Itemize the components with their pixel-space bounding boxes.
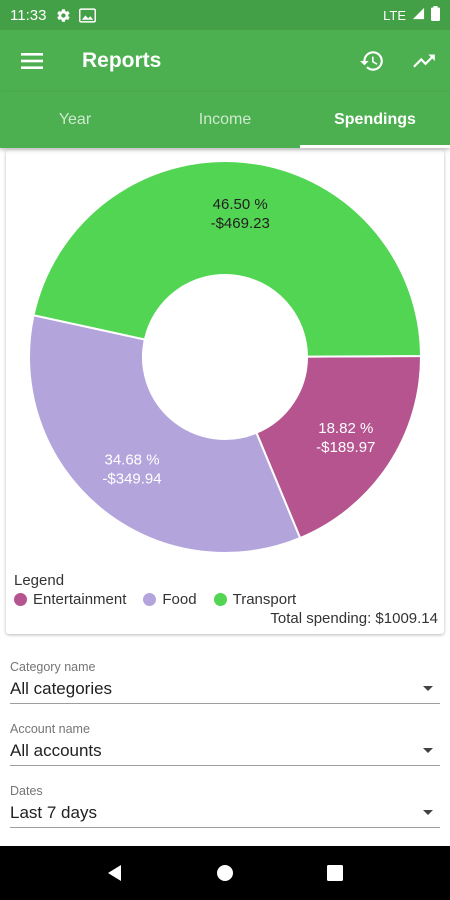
network-label: LTE — [383, 7, 406, 23]
status-time: 11:33 — [10, 6, 47, 24]
menu-button[interactable] — [0, 30, 64, 92]
dropdown-arrow-icon — [423, 810, 433, 815]
battery-icon — [431, 6, 440, 24]
filter-form: Category name All categories Account nam… — [0, 652, 450, 838]
slice-percent-label: 46.50 % — [213, 196, 268, 213]
tab-spendings[interactable]: Spendings — [300, 92, 450, 148]
legend-label: Entertainment — [33, 591, 127, 608]
account-label: Account name — [10, 722, 90, 736]
menu-icon — [21, 53, 43, 69]
legend-item-transport: Transport — [213, 591, 297, 608]
total-spending: Total spending: $1009.14 — [270, 610, 438, 627]
back-button[interactable] — [95, 853, 135, 893]
chart-card: 18.82 % -$189.97 34.68 % -$349.94 46.50 % -$4… — [6, 150, 444, 634]
app-bar: Reports — [0, 30, 450, 92]
legend-item-entertainment: Entertainment — [14, 591, 126, 608]
trends-button[interactable] — [398, 30, 450, 92]
legend-swatch — [14, 593, 27, 606]
dates-value: Last 7 days — [10, 802, 97, 822]
status-bar: 11:33 LTE — [0, 0, 450, 30]
image-icon — [79, 7, 97, 23]
legend-title: Legend — [14, 572, 65, 589]
signal-icon — [412, 7, 425, 23]
system-nav-bar — [0, 846, 450, 900]
gear-icon — [56, 8, 71, 23]
account-field: Account name All accounts — [0, 714, 450, 776]
back-icon — [108, 865, 121, 881]
slice-amount-label: -$189.97 — [316, 439, 375, 456]
legend-swatch — [213, 593, 227, 606]
category-field: Category name All categories — [0, 652, 450, 714]
dates-label: Dates — [10, 784, 43, 798]
history-icon — [360, 51, 383, 71]
legend-label: Food — [162, 591, 197, 608]
account-value: All accounts — [10, 740, 102, 760]
tab-income[interactable]: Income — [198, 111, 252, 128]
account-select[interactable]: All accounts — [10, 736, 440, 766]
slice-percent-label: 18.82 % — [318, 420, 373, 437]
slice-food[interactable] — [28, 314, 302, 554]
legend-item-food: Food — [143, 591, 197, 608]
recents-button[interactable] — [315, 853, 355, 893]
dropdown-arrow-icon — [423, 748, 433, 753]
home-button[interactable] — [205, 853, 245, 893]
recents-icon — [327, 865, 343, 881]
tab-year[interactable]: Year — [58, 111, 92, 128]
page-title: Reports — [82, 49, 162, 72]
category-select[interactable]: All categories — [10, 674, 440, 704]
dates-select[interactable]: Last 7 days — [10, 798, 440, 828]
slice-transport[interactable] — [32, 160, 423, 358]
trending-icon — [413, 54, 435, 68]
legend-label: Transport — [232, 591, 297, 608]
dates-field: Dates Last 7 days — [0, 776, 450, 838]
category-value: All categories — [10, 678, 113, 698]
report-tabs: Year Income Spendings — [0, 92, 450, 148]
slice-amount-label: -$349.94 — [102, 470, 161, 487]
legend-swatch — [143, 593, 157, 606]
home-icon — [217, 865, 233, 881]
category-label: Category name — [10, 660, 96, 674]
donut-chart[interactable]: 18.82 % -$189.97 34.68 % -$349.94 46.50 % -$4… — [6, 150, 444, 570]
slice-percent-label: 34.68 % — [104, 451, 159, 468]
chart-legend: Legend Entertainment Food Transport Tota… — [14, 572, 438, 627]
slice-amount-label: -$469.23 — [211, 215, 270, 232]
history-button[interactable] — [346, 30, 398, 92]
dropdown-arrow-icon — [423, 686, 433, 691]
slice-entertainment[interactable] — [255, 355, 422, 540]
